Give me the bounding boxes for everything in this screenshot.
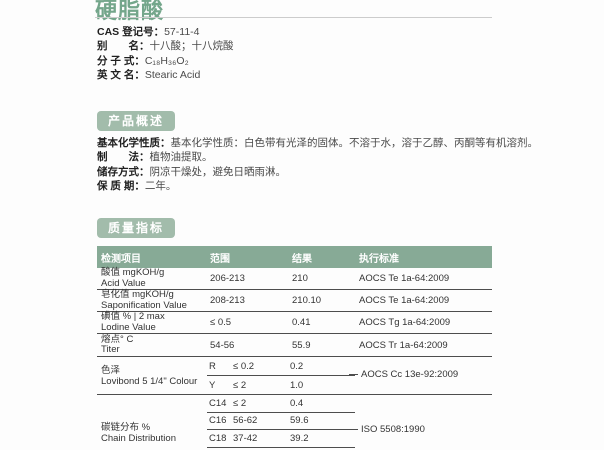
standard-dash [349,429,358,430]
group-standard-cell: AOCS Cc 13e-92:2009 [349,357,492,394]
row-result: 55.9 [292,339,311,351]
row-standard: AOCS Tr 1a-64:2009 [359,339,448,351]
row-standard: AOCS Te 1a-64:2009 [359,273,450,284]
cas-number-line: CAS 登记号：57-11-4 [97,25,557,39]
alias-label: 别 名： [97,40,150,53]
chemical-properties-label: 基本化学性质： [97,137,171,149]
english-name-label: 英 文 名： [97,68,145,81]
table-row-saponification: 皂化值 mgKOH/g Saponification Value 208-213… [97,289,492,312]
table-header-row: 检测项目 范围 结果 执行标准 [97,246,492,268]
group-subtable: C14 ≤ 2 0.4 C16 56-62 59.6 C18 37-42 39.… [207,395,355,448]
shelf-life-value: 二年。 [144,180,177,193]
cas-label: CAS 登记号： [97,26,165,38]
subrow-Y: Y ≤ 2 1.0 [207,375,355,394]
table-row-iodine: 碘值 % | 2 max Lodine Value ≤ 0.5 0.41 AOC… [97,311,492,334]
header-result: 结果 [292,253,312,265]
shelf-life-label: 保 质 期： [97,180,145,193]
formula-value: C₁₈H₃₆O₂ [144,54,189,67]
formula-line: 分 子 式：C₁₈H₃₆O₂ [97,54,557,68]
row-standard: AOCS Te 1a-64:2009 [359,295,450,306]
overview-section-badge: 产品概述 [97,111,176,131]
quality-table: 检测项目 范围 结果 执行标准 酸值 mgKOH/g Acid Value 20… [97,246,492,448]
group-name: 碳链分布 % Chain Distribution [101,422,176,444]
row-name: 皂化值 mgKOH/g Saponification Value [101,289,187,311]
group-standard-cell: ISO 5508:1990 [349,395,492,448]
row-name: 酸值 mgKOH/g Acid Value [101,267,165,289]
overview-section: 基本化学性质：基本化学性质：白色带有光泽的固体。不溶于水，溶于乙醇、丙酮等有机溶… [97,136,557,194]
production-method-label: 制 法： [97,151,150,164]
alias-line: 别 名：十八酸；十八烷酸 [97,39,557,53]
row-result: 210 [292,273,308,284]
basic-info-section: CAS 登记号：57-11-4 别 名：十八酸；十八烷酸 分 子 式：C₁₈H₃… [97,25,557,82]
header-range: 范围 [210,253,230,265]
row-result: 0.41 [292,317,311,328]
table-group-colour: 色泽 Lovibond 5 1/4" Colour R ≤ 0.2 0.2 Y … [97,357,492,395]
row-range: 208-213 [210,295,245,306]
storage-label: 储存方式： [97,165,150,178]
header-standard: 执行标准 [359,253,399,265]
row-standard: AOCS Tg 1a-64:2009 [359,317,451,328]
quality-section-badge: 质量指标 [97,218,176,238]
subrow-C14: C14 ≤ 2 0.4 [209,397,304,409]
standard-dash [349,374,358,375]
production-method-line: 制 法：植物油提取。 [97,150,557,164]
english-name-line: 英 文 名：Stearic Acid [97,68,557,82]
row-name: 熔点° C Titer [101,333,134,355]
cas-value: 57-11-4 [164,26,200,38]
row-range: 54-56 [210,339,235,351]
alias-value: 十八酸；十八烷酸 [149,40,234,53]
row-name: 碘值 % | 2 max Lodine Value [101,311,165,333]
group-subtable: R ≤ 0.2 0.2 Y ≤ 2 1.0 [207,357,355,394]
group-standard: AOCS Cc 13e-92:2009 [349,369,458,380]
storage-value: 阴凉干燥处，避免日晒雨淋。 [149,165,287,178]
row-range: 206-213 [210,273,245,284]
table-group-chain-distribution: 碳链分布 % Chain Distribution C14 ≤ 2 0.4 C1… [97,395,492,448]
chemical-properties-value: 基本化学性质：白色带有光泽的固体。不溶于水，溶于乙醇、丙酮等有机溶剂。 [170,137,539,149]
row-range: ≤ 0.5 [210,317,232,328]
group-name: 色泽 Lovibond 5 1/4" Colour [101,364,198,387]
subrow-C16: C16 56-62 59.6 [207,411,355,430]
formula-label: 分 子 式： [97,54,145,67]
storage-line: 储存方式：阴凉干燥处，避免日晒雨淋。 [97,165,557,179]
page-title: 硬脂酸 [95,0,165,23]
subrow-C18: C18 37-42 39.2 [207,429,355,447]
shelf-life-line: 保 质 期：二年。 [97,179,557,193]
header-item: 检测项目 [101,253,141,265]
english-name-value: Stearic Acid [144,68,201,81]
title-divider [95,17,492,18]
subrow-R: R ≤ 0.2 0.2 [209,360,304,372]
chemical-properties-line: 基本化学性质：基本化学性质：白色带有光泽的固体。不溶于水，溶于乙醇、丙酮等有机溶… [97,136,557,150]
table-row-acid-value: 酸值 mgKOH/g Acid Value 206-213 210 AOCS T… [97,267,492,290]
table-row-titer: 熔点° C Titer 54-56 55.9 AOCS Tr 1a-64:200… [97,334,492,357]
production-method-value: 植物油提取。 [149,151,213,164]
group-standard: ISO 5508:1990 [349,424,425,435]
row-result: 210.10 [292,295,322,306]
